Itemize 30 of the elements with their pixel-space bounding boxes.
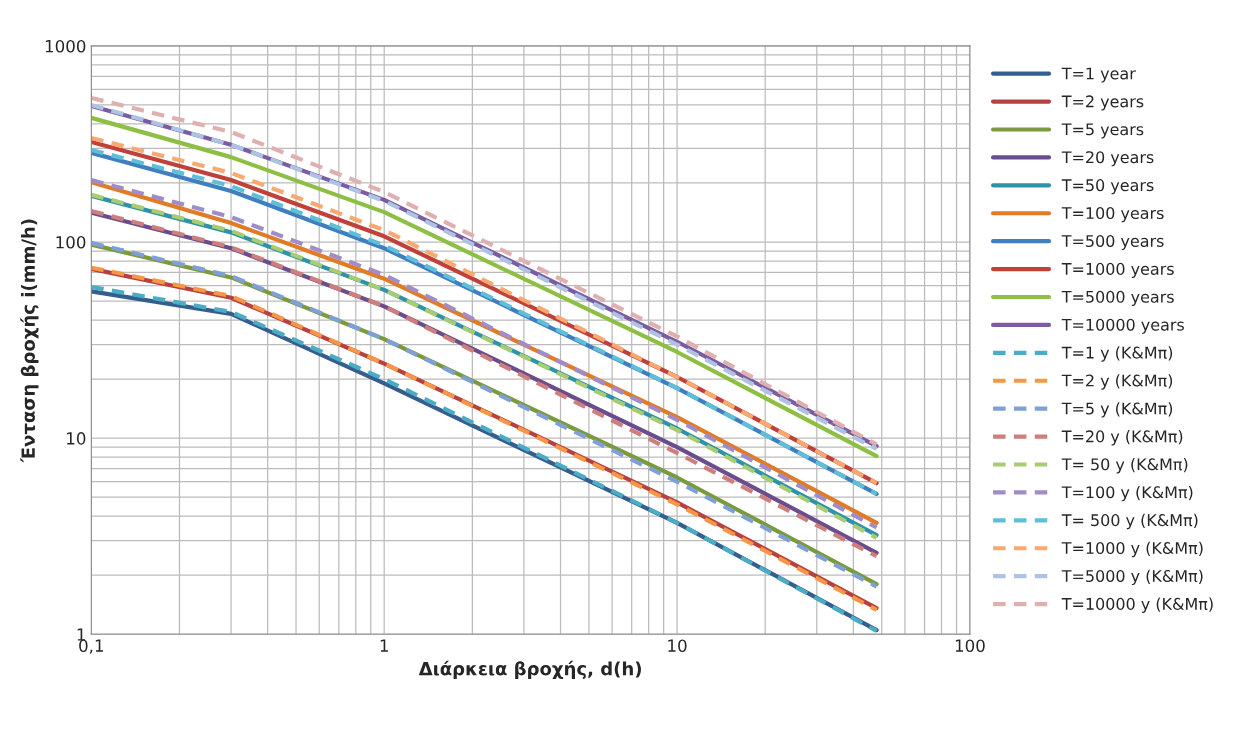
legend-label: T=100 years [1061,207,1164,223]
y-tick-label: 100 [56,235,86,249]
legend-label: T=1000 y (K&Mπ) [1061,541,1203,558]
legend-label: T=500 years [1061,234,1164,251]
legend-label: T=5 y (K&Mπ) [1061,402,1173,418]
legend-label: T=100 y (K&Mπ) [1061,485,1193,502]
legend-label: T=2 y (K&Mπ) [1061,374,1173,390]
y-axis-title: Ένταση βροχής i(mm/h) [20,219,39,463]
legend-label: T=1 year [1061,67,1136,83]
legend-label: T= 500 y (K&Mπ) [1061,513,1198,530]
legend-label: T=10000 years [1061,318,1184,334]
legend-label: T= 50 y (K&Mπ) [1061,457,1188,474]
x-axis-title: Διάρκεια βροχής, d(h) [418,660,641,679]
x-tick-label: 1 [380,639,388,652]
legend-label: T=20 years [1061,151,1154,167]
x-tick-label: 0,1 [79,639,104,654]
legend-label: T=50 years [1061,179,1154,195]
legend-label: T=20 y (K&Mπ) [1061,430,1183,446]
legend-label: T=5000 y (K&Mπ) [1061,569,1203,586]
legend-label: T=10000 y (K&Mπ) [1061,597,1213,614]
legend-label: T=1 y (K&Mπ) [1061,346,1173,362]
y-tick-label: 10 [67,432,86,445]
legend-label: T=1000 years [1061,262,1174,279]
x-tick-label: 100 [955,639,985,652]
y-tick-label: 1000 [45,39,86,53]
legend-label: T=5 years [1061,123,1144,139]
legend-label: T=2 years [1061,95,1144,111]
x-tick-label: 10 [668,639,687,652]
legend-label: T=5000 years [1061,290,1174,306]
y-tick-label: 1 [77,628,85,641]
